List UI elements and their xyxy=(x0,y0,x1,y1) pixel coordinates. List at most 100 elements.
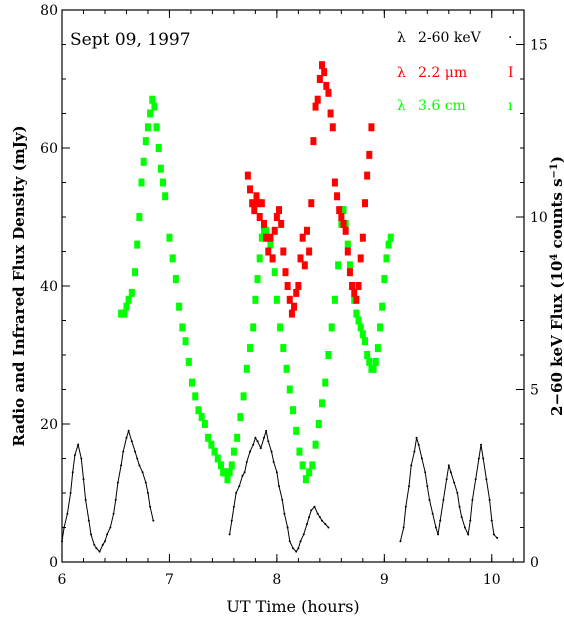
radio-point xyxy=(286,385,293,394)
radio-point xyxy=(182,337,189,346)
xray-point xyxy=(101,543,104,546)
radio-point xyxy=(157,164,164,173)
radio-point xyxy=(222,468,229,477)
radio-point xyxy=(267,240,274,249)
xray-point xyxy=(324,523,327,526)
xray-point xyxy=(90,533,93,536)
radio-point xyxy=(319,399,326,408)
radio-point xyxy=(302,475,309,484)
radio-point xyxy=(293,426,300,435)
ir-point xyxy=(244,171,251,180)
xray-point xyxy=(278,485,281,488)
ir-point xyxy=(319,61,326,70)
xray-point xyxy=(267,440,270,443)
xray-point xyxy=(469,519,472,522)
legend-label-ir: 2.2 μm xyxy=(418,65,467,81)
y-axis-title-right-main: 2−60 keV Flux (10 xyxy=(548,261,564,416)
date-label: Sept 09, 1997 xyxy=(70,30,191,50)
ir-point xyxy=(297,254,304,263)
radio-point xyxy=(290,406,296,415)
plot-frame xyxy=(61,9,525,563)
xray-point xyxy=(439,519,442,522)
radio-point xyxy=(385,240,392,249)
radio-point xyxy=(147,109,154,118)
radio-point xyxy=(169,254,176,263)
xray-point xyxy=(297,547,300,550)
x-tick-label: 8 xyxy=(272,572,281,588)
xray-point xyxy=(130,440,133,443)
xray-point xyxy=(125,436,128,439)
radio-point xyxy=(208,440,215,449)
radio-point xyxy=(198,413,205,422)
ir-point xyxy=(353,295,360,304)
xray-trace xyxy=(61,429,154,553)
radio-point xyxy=(335,261,342,270)
y-right-tick-label: 15 xyxy=(530,38,548,54)
xray-point xyxy=(270,450,273,453)
xray-point xyxy=(144,481,147,484)
radio-point xyxy=(263,226,270,235)
ir-point xyxy=(251,206,258,215)
radio-point xyxy=(144,123,151,132)
legend-symbol-radio: λ xyxy=(397,98,406,114)
radio-point xyxy=(296,447,303,456)
xray-point xyxy=(445,478,448,481)
ir-point xyxy=(271,226,278,235)
xray-trace xyxy=(399,437,498,542)
xray-point xyxy=(245,460,248,463)
ir-point xyxy=(280,247,287,256)
radio-point xyxy=(211,447,218,456)
ir-point xyxy=(267,233,274,242)
xray-point xyxy=(447,464,450,467)
radio-point xyxy=(258,233,265,242)
radio-point xyxy=(247,344,254,353)
ir-point xyxy=(316,75,323,83)
radio-point xyxy=(366,357,373,366)
xray-point xyxy=(490,519,493,522)
xray-point xyxy=(93,543,96,546)
xray-point xyxy=(152,519,155,522)
xray-point xyxy=(408,485,411,488)
xray-point xyxy=(272,460,275,463)
xray-point xyxy=(149,505,152,508)
ir-point xyxy=(364,171,371,180)
x-tick-label: 10 xyxy=(483,572,501,588)
ir-point xyxy=(331,178,338,187)
xray-point xyxy=(318,516,321,519)
ir-point xyxy=(359,233,366,242)
axis-ticks: 6 7 8 9 10 0 20 40 60 80 0 5 10 15 xyxy=(40,3,548,588)
radio-point xyxy=(379,302,386,311)
xray-point xyxy=(415,436,418,439)
ir-point xyxy=(291,302,298,311)
radio-point xyxy=(155,144,162,152)
xray-point xyxy=(283,512,286,515)
radio-point xyxy=(277,323,284,332)
radio-point xyxy=(192,392,199,401)
ir-point xyxy=(286,295,293,304)
series-layer xyxy=(61,61,499,553)
ir-point xyxy=(269,254,276,263)
xray-point xyxy=(431,512,434,515)
xray-point xyxy=(98,550,101,553)
radio-point xyxy=(306,468,313,477)
xray-point xyxy=(485,478,488,481)
ir-point xyxy=(282,268,289,277)
ir-point xyxy=(321,68,328,77)
xray-point xyxy=(136,457,139,460)
xray-point xyxy=(71,471,74,474)
xray-point xyxy=(232,505,235,508)
radio-point xyxy=(205,433,212,442)
radio-point xyxy=(387,233,394,242)
radio-point xyxy=(250,323,257,332)
ir-point xyxy=(351,288,358,297)
radio-point xyxy=(271,268,278,277)
xray-point xyxy=(402,526,405,529)
radio-point xyxy=(134,240,141,249)
series-3 xyxy=(118,95,394,484)
xray-point xyxy=(437,533,440,536)
radio-point xyxy=(374,344,381,353)
xray-point xyxy=(238,485,241,488)
radio-point xyxy=(136,213,143,221)
xray-point xyxy=(256,440,259,443)
y-axis-title-right: 2−60 keV Flux (104 counts s−1) xyxy=(548,156,564,416)
